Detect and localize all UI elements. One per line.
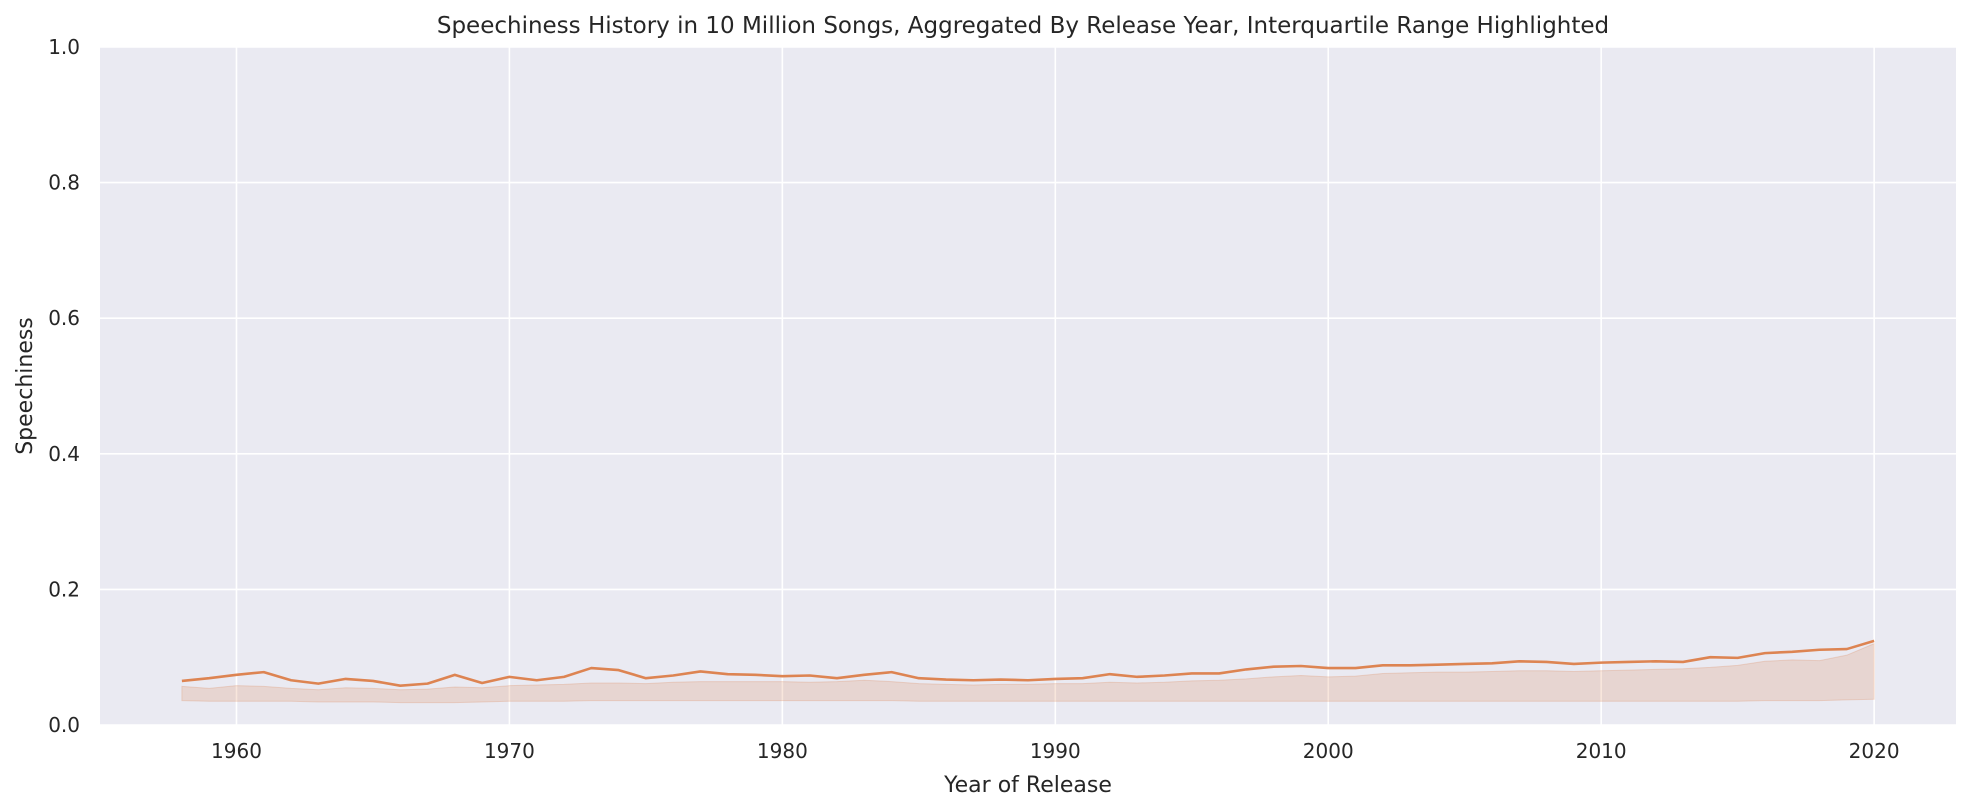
y-axis-title: Speechiness [13, 317, 38, 455]
x-tick-label: 1970 [484, 739, 535, 763]
x-tick-label: 2000 [1303, 739, 1354, 763]
x-tick-label: 1960 [211, 739, 262, 763]
x-axis-title: Year of Release [943, 773, 1112, 798]
y-axis-ticks: 0.0 0.2 0.4 0.6 0.8 1.0 [48, 35, 80, 737]
iqr-band-group [181, 642, 1875, 704]
mean-line-group [181, 639, 1875, 687]
grid-lines [100, 46, 1956, 726]
x-axis-ticks: 1960 1970 1980 1990 2000 2010 2020 [211, 739, 1900, 763]
iqr-band [181, 642, 1875, 704]
chart-title: Speechiness History in 10 Million Songs,… [437, 13, 1609, 39]
y-tick-label: 0.4 [48, 442, 80, 466]
y-tick-label: 0.8 [48, 171, 80, 195]
x-tick-label: 2010 [1576, 739, 1627, 763]
y-tick-label: 0.6 [48, 306, 80, 330]
x-tick-label: 1980 [757, 739, 808, 763]
y-tick-label: 0.2 [48, 577, 80, 601]
x-tick-label: 2020 [1849, 739, 1900, 763]
y-tick-label: 1.0 [48, 35, 80, 59]
y-tick-label: 0.0 [48, 713, 80, 737]
plot-area [100, 47, 1956, 725]
x-tick-label: 1990 [1030, 739, 1081, 763]
mean-speechiness-line [181, 639, 1875, 687]
